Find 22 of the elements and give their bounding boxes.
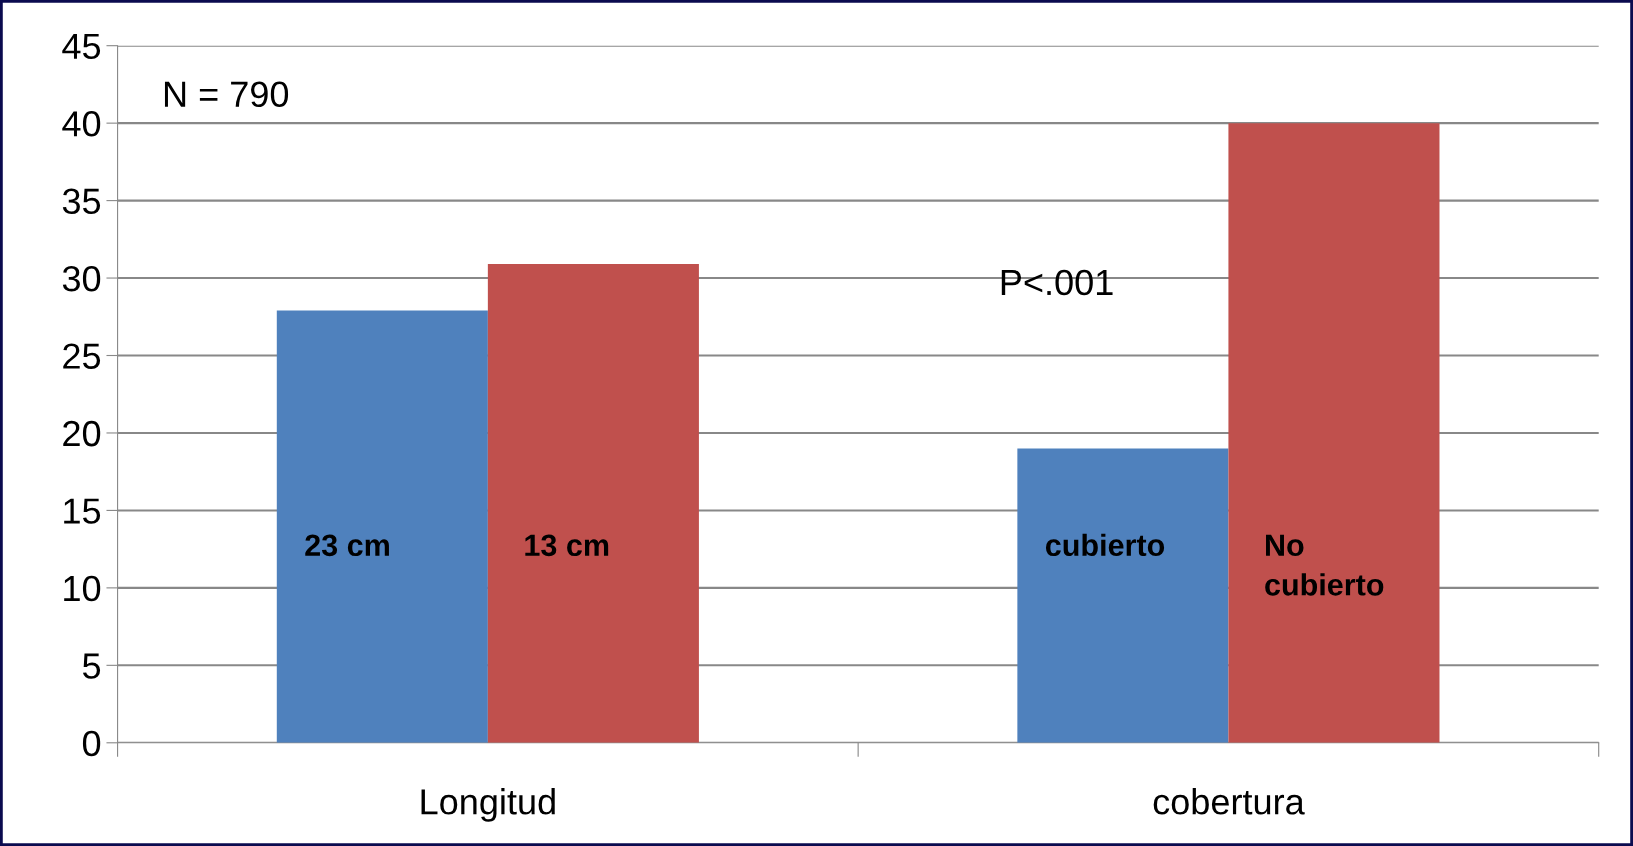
- annotation: N = 790: [164, 81, 289, 108]
- bar: [487, 264, 699, 743]
- annotation: cubierto: [1045, 533, 1165, 557]
- y-tick-label: 20: [63, 420, 101, 447]
- annotation: 13 cm: [525, 534, 609, 557]
- bar: [276, 310, 488, 743]
- y-tick-label: 25: [63, 343, 101, 369]
- y-tick-label: 30: [62, 265, 101, 292]
- y-tick-label: 5: [82, 653, 101, 679]
- annotation: P<.001: [1001, 269, 1113, 296]
- x-tick-label: cobertura: [1153, 788, 1305, 815]
- y-tick-label: 35: [62, 188, 101, 215]
- x-tick-label: Longitud: [421, 788, 555, 822]
- y-tick-label: 0: [82, 730, 101, 757]
- y-tick-label: 45: [62, 33, 101, 60]
- y-tick-label: 15: [64, 498, 101, 524]
- annotation: No cubierto: [1265, 534, 1384, 596]
- bar: [1228, 123, 1440, 743]
- annotation: 23 cm: [305, 534, 389, 557]
- y-tick-label: 40: [62, 111, 101, 137]
- y-tick-label: 10: [64, 575, 101, 602]
- bar: [1017, 448, 1229, 743]
